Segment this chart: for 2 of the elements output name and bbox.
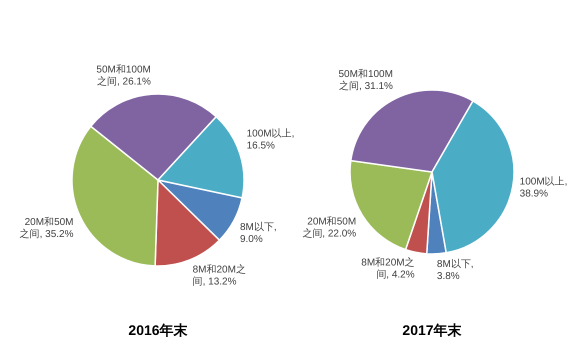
title: 2017年末 [402,322,462,338]
title: 2016年末 [128,322,188,338]
